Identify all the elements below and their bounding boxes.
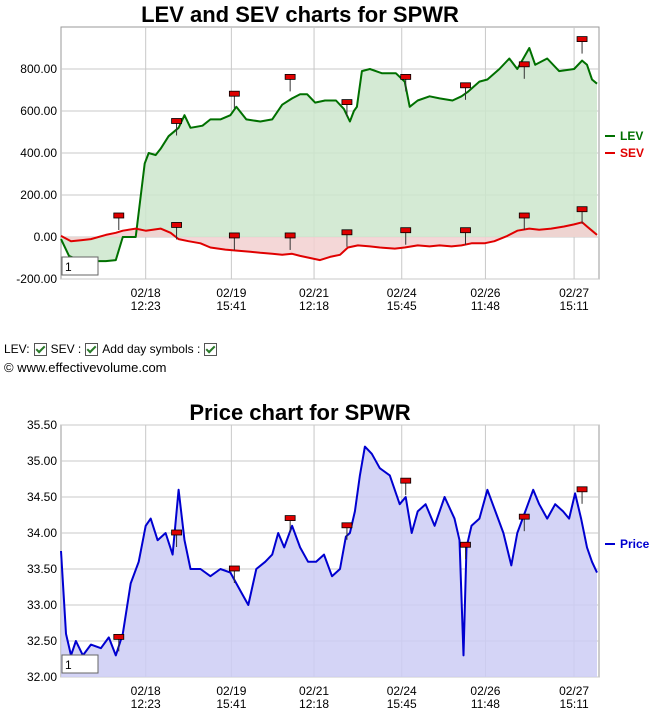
day-marker bbox=[171, 529, 182, 536]
day-marker bbox=[113, 634, 125, 640]
x-tick-date: 02/26 bbox=[470, 684, 500, 698]
series-line-sev bbox=[60, 221, 598, 262]
y-tick-label: 34.00 bbox=[27, 526, 57, 540]
x-tick-time: 15:41 bbox=[216, 697, 246, 711]
day-marker bbox=[400, 477, 412, 484]
day-symbols-checkbox[interactable] bbox=[204, 342, 218, 356]
y-tick-label: 35.50 bbox=[27, 418, 57, 432]
day-marker bbox=[341, 522, 353, 529]
copyright-text: © www.effectivevolume.com bbox=[4, 360, 167, 375]
x-tick-date: 02/19 bbox=[216, 286, 246, 300]
x-tick-date: 02/18 bbox=[131, 684, 161, 698]
day-marker bbox=[171, 222, 182, 228]
x-tick-time: 11:48 bbox=[471, 697, 500, 711]
y-tick-label: 800.00 bbox=[20, 62, 57, 76]
day-marker bbox=[284, 74, 296, 80]
day-marker bbox=[400, 74, 412, 80]
day-marker bbox=[171, 118, 182, 124]
day-marker bbox=[518, 513, 530, 520]
day-marker bbox=[341, 99, 353, 105]
legend-label: SEV bbox=[620, 146, 644, 160]
y-tick-label: 400.00 bbox=[20, 146, 57, 160]
zoom-input[interactable] bbox=[61, 654, 99, 674]
x-tick-date: 02/27 bbox=[559, 286, 589, 300]
legend-label: Price bbox=[620, 537, 650, 551]
day-symbols-label: Add day symbols : bbox=[102, 342, 201, 356]
lev-sev-chart: LEV and SEV charts for SPWR -200.00 0.00 20… bbox=[16, 2, 644, 313]
x-tick-time: 11:48 bbox=[471, 299, 500, 313]
sev-toggle-label: SEV : bbox=[50, 342, 82, 356]
y-tick-label: 0.00 bbox=[34, 230, 58, 244]
x-tick-time: 12:18 bbox=[299, 299, 329, 313]
lev-checkbox[interactable] bbox=[33, 342, 47, 356]
series-area-price bbox=[61, 446, 598, 677]
x-tick-date: 02/21 bbox=[299, 684, 329, 698]
x-tick-time: 12:23 bbox=[131, 697, 161, 711]
x-tick-date: 02/18 bbox=[131, 286, 161, 300]
y-tick-label: 600.00 bbox=[20, 104, 57, 118]
sev-checkbox[interactable] bbox=[85, 342, 99, 356]
day-marker bbox=[460, 82, 471, 89]
series-area-sev bbox=[61, 222, 598, 261]
x-tick-date: 02/24 bbox=[387, 684, 417, 698]
day-marker bbox=[400, 227, 412, 234]
zoom-input[interactable] bbox=[61, 256, 99, 276]
x-tick-time: 15:45 bbox=[387, 697, 417, 711]
x-tick-date: 02/19 bbox=[216, 684, 246, 698]
series-line-lev bbox=[60, 47, 598, 263]
x-tick-time: 12:23 bbox=[131, 299, 161, 313]
day-marker bbox=[113, 212, 125, 219]
day-marker bbox=[228, 232, 240, 239]
day-marker bbox=[518, 212, 530, 219]
x-tick-time: 15:45 bbox=[387, 299, 417, 313]
day-marker bbox=[576, 206, 588, 213]
legend-label: LEV bbox=[620, 129, 643, 143]
day-marker bbox=[228, 90, 240, 97]
series-line-price bbox=[60, 445, 598, 657]
lev-toggle-label: LEV: bbox=[4, 342, 30, 356]
x-tick-date: 02/27 bbox=[559, 684, 589, 698]
chart-controls: LEV: SEV : Add day symbols : bbox=[4, 342, 218, 356]
day-marker bbox=[518, 61, 530, 68]
x-tick-date: 02/24 bbox=[387, 286, 417, 300]
day-marker bbox=[576, 486, 588, 493]
y-tick-label: 33.00 bbox=[27, 598, 57, 612]
day-marker bbox=[284, 515, 296, 521]
y-tick-label: 32.00 bbox=[27, 670, 57, 684]
day-marker bbox=[284, 232, 296, 239]
day-marker bbox=[460, 227, 471, 234]
day-marker bbox=[341, 229, 353, 236]
y-tick-label: -200.00 bbox=[16, 272, 57, 286]
x-tick-time: 15:11 bbox=[560, 697, 589, 711]
zoom-value: 1 bbox=[65, 658, 72, 672]
x-tick-time: 15:11 bbox=[560, 299, 589, 313]
price-chart: Price chart for SPWR 32.00 32.50 33.00 33.50… bbox=[27, 400, 650, 711]
series-area-lev bbox=[61, 48, 598, 262]
zoom-value: 1 bbox=[65, 260, 72, 274]
x-tick-time: 15:41 bbox=[216, 299, 246, 313]
day-marker bbox=[460, 541, 471, 548]
y-tick-label: 200.00 bbox=[20, 188, 57, 202]
chart-title: LEV and SEV charts for SPWR bbox=[141, 2, 459, 27]
y-tick-label: 33.50 bbox=[27, 562, 57, 576]
y-tick-label: 34.50 bbox=[27, 490, 57, 504]
chart-title: Price chart for SPWR bbox=[189, 400, 410, 425]
x-tick-time: 12:18 bbox=[299, 697, 329, 711]
y-tick-label: 32.50 bbox=[27, 634, 57, 648]
day-marker bbox=[228, 565, 240, 572]
x-tick-date: 02/21 bbox=[299, 286, 329, 300]
x-tick-date: 02/26 bbox=[470, 286, 500, 300]
y-tick-label: 35.00 bbox=[27, 454, 57, 468]
day-marker bbox=[576, 36, 588, 42]
